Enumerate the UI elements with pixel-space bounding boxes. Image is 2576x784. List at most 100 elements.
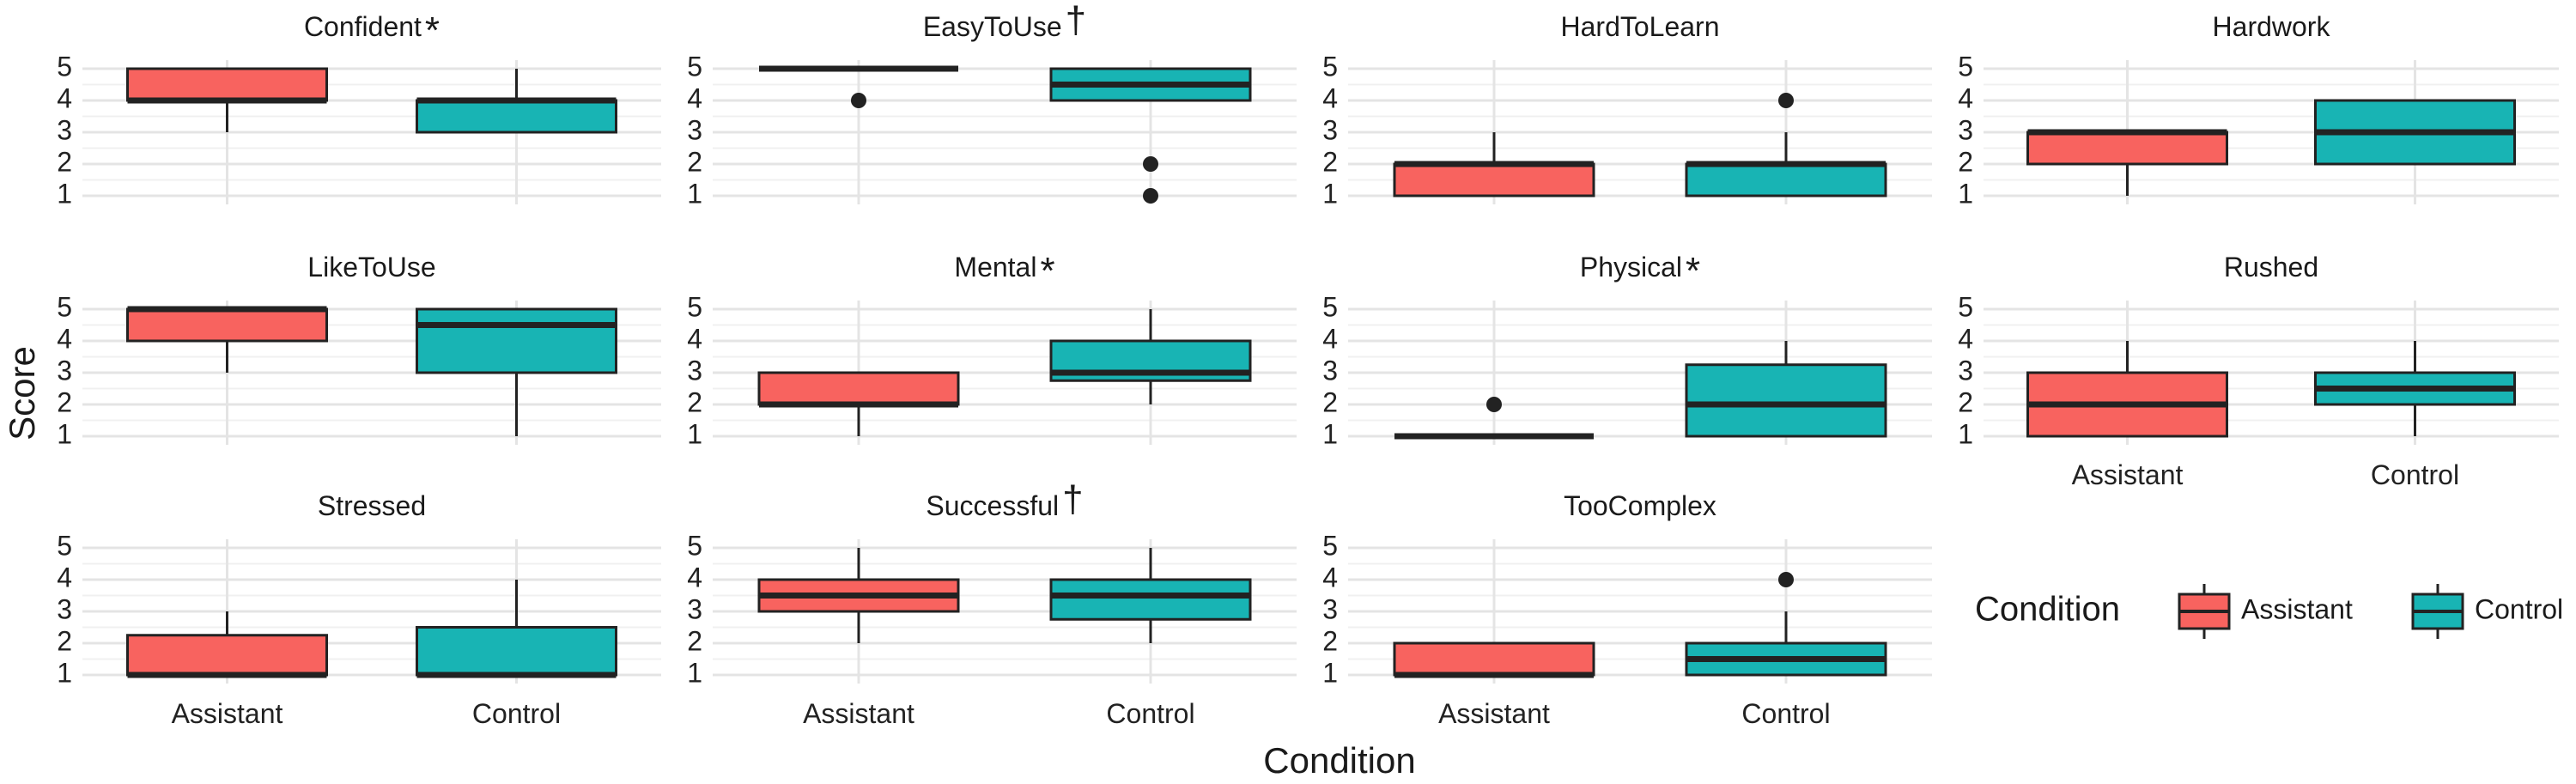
panel-title-mental: Mental* — [954, 250, 1054, 292]
legend: Condition Assistant Control — [1975, 584, 2563, 639]
x-tick-label: Assistant — [1438, 698, 1550, 729]
significance-mark: * — [1686, 250, 1700, 292]
y-tick-label: 5 — [1958, 51, 1973, 82]
panels-layer: Confident*12345EasyToUse†12345HardToLear… — [57, 0, 2559, 729]
box-control — [416, 626, 617, 677]
y-tick-label: 1 — [57, 657, 72, 688]
legend-label-assistant: Assistant — [2241, 593, 2353, 624]
y-tick-label: 5 — [57, 530, 72, 561]
panel-title-confident: Confident* — [304, 9, 440, 52]
y-tick-label: 1 — [687, 418, 702, 449]
y-tick-label: 1 — [1322, 418, 1338, 449]
y-tick-label: 2 — [1322, 625, 1338, 656]
legend-label-control: Control — [2475, 593, 2563, 624]
box-control — [1685, 363, 1887, 438]
x-tick-label: Assistant — [2072, 459, 2184, 490]
box-assistant — [757, 371, 960, 406]
x-tick-label: Assistant — [803, 698, 914, 729]
y-tick-label: 3 — [687, 114, 702, 145]
y-tick-label: 4 — [687, 323, 702, 354]
y-tick-label: 1 — [687, 178, 702, 209]
x-axis-title: Condition — [1263, 740, 1415, 780]
significance-mark: † — [1066, 0, 1086, 41]
y-tick-label: 1 — [1322, 178, 1338, 209]
box-control — [1685, 162, 1887, 198]
y-tick-label: 4 — [687, 82, 702, 113]
y-tick-label: 5 — [1958, 291, 1973, 322]
y-tick-label: 3 — [57, 593, 72, 624]
y-axis-title: Score — [2, 346, 42, 441]
y-tick-label: 3 — [1322, 593, 1338, 624]
y-tick-label: 2 — [687, 625, 702, 656]
box-control — [416, 307, 617, 374]
y-tick-label: 1 — [57, 418, 72, 449]
panel-title-hardwork: Hardwork — [2213, 11, 2331, 42]
x-tick-label: Control — [1741, 698, 1830, 729]
x-tick-label: Control — [2371, 459, 2459, 490]
y-tick-label: 5 — [1322, 51, 1338, 82]
outlier-point — [1778, 93, 1794, 108]
y-tick-label: 3 — [57, 114, 72, 145]
y-tick-label: 4 — [57, 562, 72, 593]
panel-title-liketouse: LikeToUse — [307, 252, 435, 283]
y-tick-label: 5 — [687, 51, 702, 82]
y-tick-label: 3 — [1958, 114, 1973, 145]
outlier-point — [1143, 188, 1158, 204]
y-tick-label: 1 — [687, 657, 702, 688]
x-tick-label: Control — [472, 698, 561, 729]
y-tick-label: 2 — [687, 386, 702, 417]
significance-mark: * — [1040, 250, 1054, 292]
y-tick-label: 5 — [57, 51, 72, 82]
x-tick-label: Assistant — [172, 698, 283, 729]
y-tick-label: 2 — [57, 625, 72, 656]
box-assistant — [126, 634, 328, 677]
y-tick-label: 2 — [57, 386, 72, 417]
outlier-point — [851, 93, 866, 108]
significance-mark: * — [425, 9, 440, 52]
y-tick-label: 2 — [1958, 386, 1973, 417]
box-assistant — [1393, 162, 1595, 198]
y-tick-label: 4 — [1322, 82, 1338, 113]
panel-title-rushed: Rushed — [2224, 252, 2318, 283]
panel-title-physical: Physical* — [1580, 250, 1700, 292]
y-tick-label: 4 — [1322, 562, 1338, 593]
outlier-point — [1778, 572, 1794, 587]
outlier-point — [1486, 397, 1502, 412]
y-tick-label: 4 — [1958, 82, 1973, 113]
y-tick-label: 4 — [687, 562, 702, 593]
y-tick-label: 5 — [1322, 291, 1338, 322]
y-tick-label: 4 — [1322, 323, 1338, 354]
legend-title: Condition — [1975, 591, 2120, 629]
y-tick-label: 3 — [1322, 114, 1338, 145]
y-tick-label: 5 — [1322, 530, 1338, 561]
panel-title-hardtolearn: HardToLearn — [1561, 11, 1720, 42]
y-tick-label: 4 — [57, 323, 72, 354]
y-tick-label: 5 — [687, 530, 702, 561]
y-tick-label: 1 — [1958, 418, 1973, 449]
y-tick-label: 3 — [687, 355, 702, 386]
box-assistant — [126, 67, 328, 102]
box-control — [1049, 578, 1252, 621]
y-tick-label: 3 — [57, 355, 72, 386]
y-tick-label: 2 — [1322, 146, 1338, 177]
y-tick-label: 3 — [687, 593, 702, 624]
x-tick-label: Control — [1106, 698, 1194, 729]
box-assistant — [126, 307, 328, 343]
y-tick-label: 3 — [1322, 355, 1338, 386]
y-tick-label: 1 — [57, 178, 72, 209]
panel-title-successful: Successful† — [926, 478, 1083, 521]
y-tick-label: 2 — [1322, 386, 1338, 417]
y-tick-label: 4 — [1958, 323, 1973, 354]
panel-title-easytouse: EasyToUse† — [923, 0, 1086, 42]
y-tick-label: 2 — [57, 146, 72, 177]
